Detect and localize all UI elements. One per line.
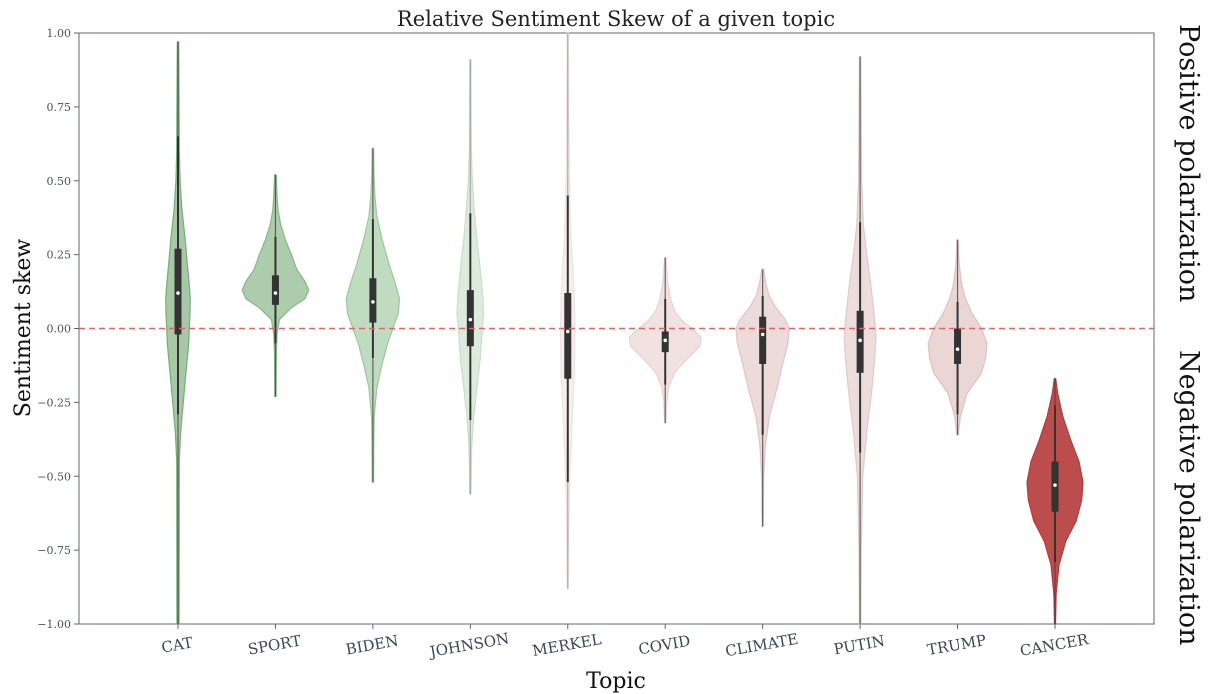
- median-dot-climate: [760, 332, 765, 337]
- y-axis-title: Sentiment skew: [11, 239, 36, 418]
- x-tick-label: PUTIN: [832, 632, 886, 659]
- median-dot-covid: [663, 338, 668, 343]
- median-dot-cancer: [1053, 483, 1057, 487]
- median-dot-trump: [955, 347, 960, 351]
- y-tick-label: 0.75: [47, 101, 72, 114]
- y-tick-label: 0.00: [47, 323, 72, 336]
- negative-polarization-note: Negative polarization: [1173, 350, 1204, 646]
- y-tick-label: −1.00: [37, 618, 71, 631]
- chart-title: Relative Sentiment Skew of a given topic: [397, 7, 835, 31]
- x-tick-label: MERKEL: [531, 630, 603, 660]
- median-dot-sport: [273, 291, 278, 295]
- y-tick-label: −0.50: [37, 470, 71, 483]
- x-tick-label: CAT: [160, 633, 194, 656]
- y-tick-label: −0.75: [37, 544, 71, 557]
- y-tick-label: −0.25: [37, 396, 71, 409]
- iqr-box-merkel: [564, 293, 572, 379]
- iqr-box-trump: [954, 328, 962, 364]
- y-tick-label: 0.50: [47, 175, 72, 188]
- median-dot-cat: [176, 291, 180, 295]
- median-dot-merkel: [565, 329, 570, 334]
- x-tick-label: TRUMP: [926, 631, 988, 659]
- x-tick-label: CANCER: [1019, 630, 1091, 660]
- y-tick-label: 1.00: [47, 27, 72, 40]
- median-dot-putin: [858, 338, 862, 343]
- x-axis-title: Topic: [586, 669, 646, 694]
- median-dot-johnson: [468, 317, 473, 322]
- median-dot-biden: [371, 300, 375, 304]
- positive-polarization-note: Positive polarization: [1173, 24, 1204, 303]
- x-tick-label: BIDEN: [344, 632, 399, 659]
- iqr-box-sport: [271, 275, 279, 305]
- x-tick-label: CLIMATE: [724, 630, 800, 661]
- x-tick-label: JOHNSON: [426, 629, 510, 661]
- x-tick-label: SPORT: [247, 632, 303, 659]
- plot-area: 1.00 0.75 0.50 0.25 0.00 −0.25 −0.50 −0.75 −1.00…: [37, 27, 1155, 661]
- iqr-box-climate: [759, 316, 767, 364]
- x-tick-label: COVID: [637, 632, 692, 659]
- y-tick-label: 0.25: [47, 249, 72, 262]
